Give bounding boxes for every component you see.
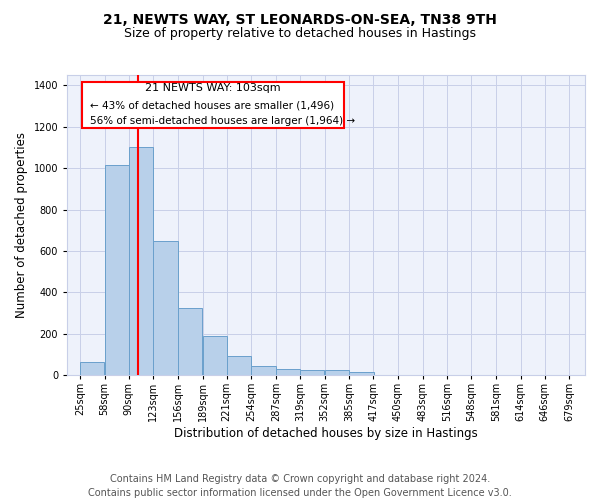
Text: 21 NEWTS WAY: 103sqm: 21 NEWTS WAY: 103sqm [145, 84, 281, 94]
Bar [154, 240, 178, 375]
Bar [80, 362, 104, 375]
Text: 21, NEWTS WAY, ST LEONARDS-ON-SEA, TN38 9TH: 21, NEWTS WAY, ST LEONARDS-ON-SEA, TN38 … [103, 12, 497, 26]
Bar [325, 370, 349, 375]
Text: Contains HM Land Registry data © Crown copyright and database right 2024.
Contai: Contains HM Land Registry data © Crown c… [88, 474, 512, 498]
Text: ← 43% of detached houses are smaller (1,496): ← 43% of detached houses are smaller (1,… [89, 100, 334, 110]
Bar [276, 369, 301, 375]
Bar [203, 336, 227, 375]
Bar [178, 308, 202, 375]
Bar [227, 356, 251, 375]
Bar [129, 148, 153, 375]
Bar [300, 370, 325, 375]
X-axis label: Distribution of detached houses by size in Hastings: Distribution of detached houses by size … [174, 427, 478, 440]
Bar [349, 372, 374, 375]
Text: Size of property relative to detached houses in Hastings: Size of property relative to detached ho… [124, 28, 476, 40]
Bar [251, 366, 276, 375]
Bar [105, 165, 129, 375]
Text: 56% of semi-detached houses are larger (1,964) →: 56% of semi-detached houses are larger (… [89, 116, 355, 126]
FancyBboxPatch shape [82, 82, 344, 128]
Y-axis label: Number of detached properties: Number of detached properties [15, 132, 28, 318]
